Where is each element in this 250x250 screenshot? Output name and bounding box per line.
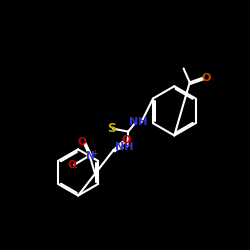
Text: N: N <box>86 150 95 160</box>
Text: +: + <box>91 149 97 158</box>
Text: S: S <box>107 122 116 135</box>
Text: NH: NH <box>115 142 134 152</box>
Text: O: O <box>78 138 86 147</box>
Text: NH: NH <box>129 118 148 128</box>
Text: O: O <box>201 73 210 83</box>
Text: -: - <box>74 164 76 173</box>
Text: O: O <box>122 135 131 145</box>
Text: O: O <box>68 160 76 170</box>
